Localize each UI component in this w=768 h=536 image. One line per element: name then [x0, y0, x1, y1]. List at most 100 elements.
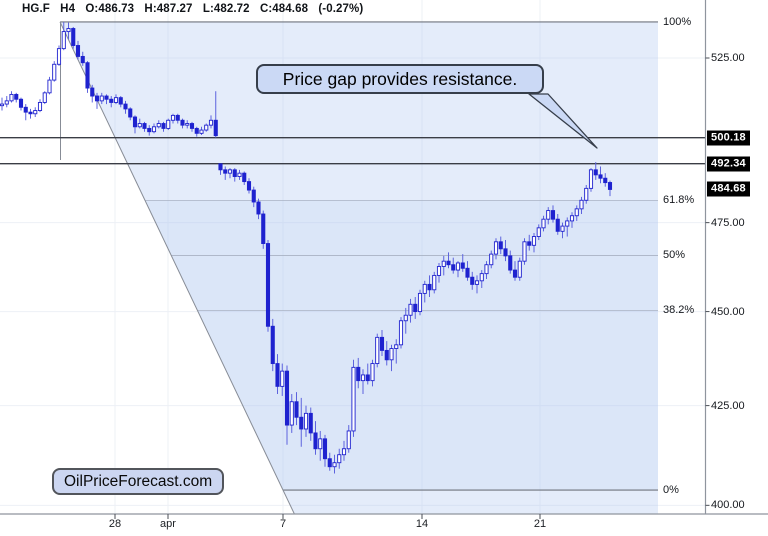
candle-body: [199, 129, 204, 134]
candle-body: [265, 243, 271, 327]
candle-body: [508, 255, 513, 271]
candle-body: [299, 416, 304, 430]
candle-body: [99, 95, 104, 102]
candle-body: [109, 98, 114, 103]
candle-body: [166, 119, 171, 129]
candle-body: [61, 31, 66, 50]
candle-body: [137, 123, 142, 128]
candle-body: [270, 325, 275, 365]
candle-body: [346, 430, 351, 450]
price-axis-label: 450.00: [711, 305, 745, 318]
low-value: L:482.72: [202, 3, 250, 15]
fib-level-label: 0%: [663, 484, 679, 497]
candle-body: [75, 45, 81, 57]
candle-body: [280, 370, 285, 387]
candle-body: [104, 95, 109, 100]
candle-body: [33, 110, 38, 115]
open-value: O:486.73: [85, 3, 135, 15]
close-value: C:484.68: [259, 3, 309, 15]
price-badge: 484.68: [707, 181, 750, 197]
candle-body: [598, 174, 603, 179]
candle-body: [560, 225, 565, 232]
change-value: (-0.27%): [318, 3, 364, 15]
candle-body: [113, 97, 119, 103]
candle-body: [341, 448, 347, 456]
candle-body: [441, 260, 446, 267]
candle-body: [56, 48, 62, 65]
price-axis-label: 475.00: [711, 216, 745, 229]
price-axis-label: 525.00: [711, 52, 745, 64]
candle-body: [398, 320, 404, 346]
candle-body: [474, 280, 480, 285]
candle-body: [417, 292, 423, 313]
candle-body: [365, 374, 370, 382]
candle-body: [565, 220, 570, 227]
candle-body: [71, 28, 76, 46]
candle-body: [204, 124, 209, 131]
candle-body: [455, 262, 461, 271]
date-label: 28: [108, 518, 122, 530]
symbol-label: HG.F: [22, 3, 50, 15]
candle-body: [470, 276, 475, 285]
candle-body: [451, 264, 456, 271]
candle-body: [370, 363, 375, 382]
candle-body: [379, 336, 385, 351]
candle-body: [603, 177, 608, 184]
candle-body: [588, 169, 594, 189]
axes: [0, 0, 768, 519]
candle-body: [223, 169, 228, 174]
candle-body: [427, 283, 432, 291]
candle-body: [180, 119, 185, 126]
candle-body: [128, 108, 133, 118]
candle-body: [151, 126, 157, 133]
candle-body: [85, 62, 90, 89]
candle-body: [493, 241, 499, 255]
candle-body: [351, 366, 356, 432]
price-badge: 500.18: [707, 130, 750, 146]
candle-body: [9, 93, 14, 102]
candle-body: [360, 374, 366, 382]
candle-body: [18, 98, 24, 108]
fibonacci-drawing[interactable]: [59, 21, 659, 515]
candle-body: [432, 274, 437, 291]
candle-body: [484, 264, 489, 275]
candle-body: [194, 127, 199, 134]
candle-body: [170, 114, 176, 121]
fib-level-label: 38.2%: [663, 304, 695, 317]
candle-body: [246, 181, 252, 191]
watermark-text: OilPriceForecast.com: [64, 472, 213, 490]
candle-body: [232, 169, 237, 177]
candle-body: [94, 95, 100, 102]
candle-body: [313, 432, 318, 450]
candle-body: [503, 248, 508, 257]
candle-body: [541, 218, 546, 229]
candle-body: [498, 241, 503, 250]
candle-body: [294, 401, 299, 418]
candle-body: [375, 336, 380, 365]
candle-body: [147, 127, 152, 133]
candle-body: [579, 199, 584, 210]
candle-body: [413, 303, 418, 313]
candle-body: [318, 438, 323, 450]
fib-trend-line: [59, 21, 295, 515]
candle-body: [185, 123, 190, 126]
candle-body: [536, 227, 541, 237]
candle-body: [446, 260, 451, 266]
candle-body: [489, 253, 494, 266]
date-label: 21: [533, 518, 547, 530]
candle-body: [356, 366, 361, 382]
annotation-callout[interactable]: Price gap provides resistance.: [256, 64, 544, 94]
candle-body: [118, 97, 123, 105]
candle-body: [289, 401, 294, 426]
fib-level-label: 61.8%: [663, 194, 695, 207]
candle-body: [213, 119, 218, 137]
annotation-pointer: [528, 93, 598, 149]
candle-body: [261, 213, 266, 244]
price-axis-label: 425.00: [711, 399, 745, 412]
date-label: apr: [160, 518, 176, 530]
candle-body: [4, 100, 9, 105]
candle-body: [80, 55, 85, 64]
candle-body: [332, 462, 337, 468]
